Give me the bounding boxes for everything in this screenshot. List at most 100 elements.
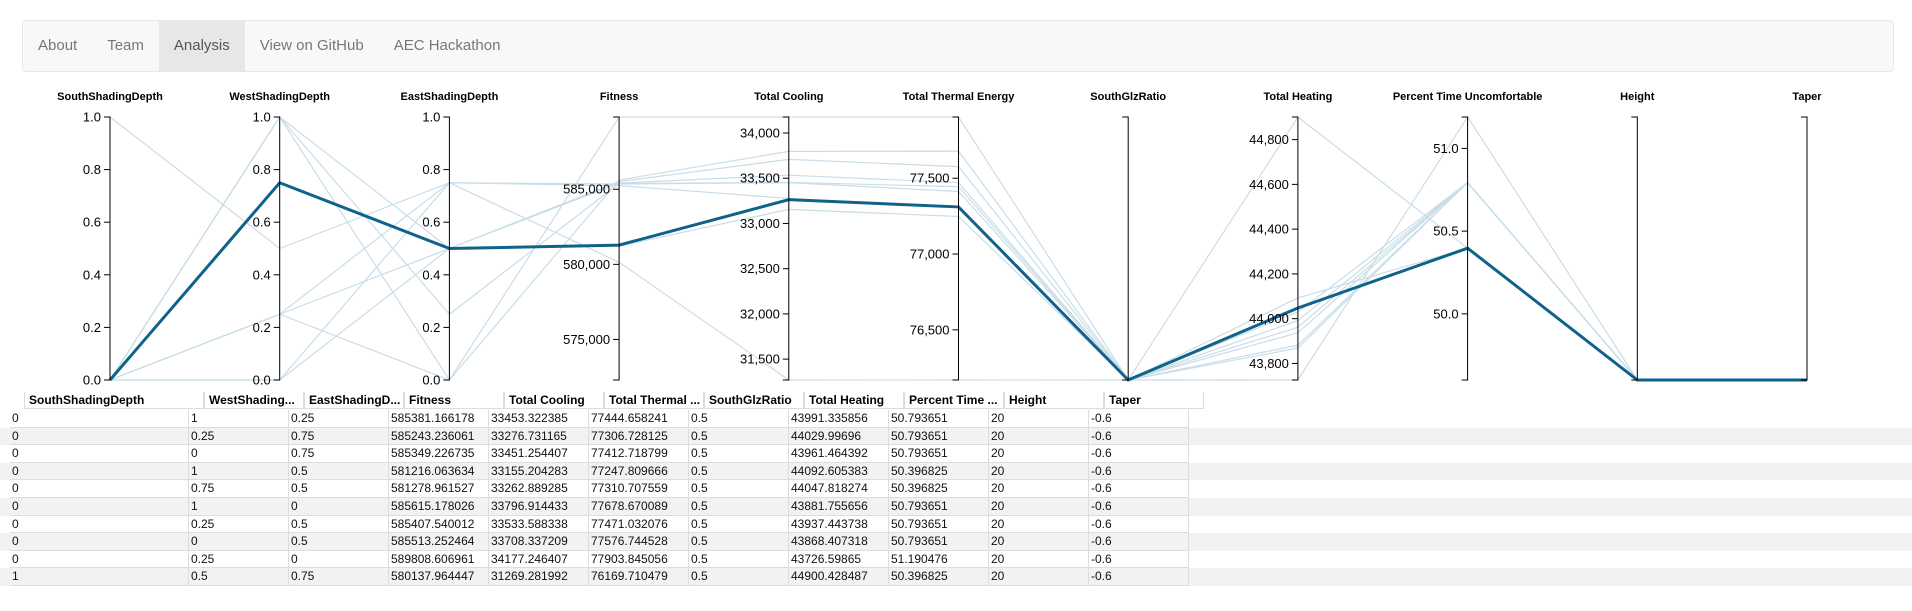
table-cell: 20 (989, 533, 1089, 551)
tick-label: 0.4 (422, 267, 440, 282)
table-cell: 0.5 (289, 480, 389, 498)
tick-label: 50.5 (1433, 224, 1458, 239)
column-header[interactable]: WestShading... (204, 392, 304, 409)
tick-label: 0.2 (422, 320, 440, 335)
tick-label: 44,200 (1249, 266, 1289, 281)
tick-label: 50.0 (1433, 306, 1458, 321)
table-cell: 50.793651 (889, 427, 989, 446)
table-cell: 0 (10, 550, 189, 569)
table-header: SouthShadingDepth WestShading... EastShadi… (0, 392, 1912, 410)
table-cell: 33155.204283 (489, 462, 589, 481)
table-cell: 585513.252464 (389, 533, 489, 551)
table-cell: 77444.658241 (589, 410, 689, 428)
table-cell: -0.6 (1089, 533, 1189, 551)
column-header[interactable]: Total Cooling (504, 392, 604, 409)
table-cell: 44047.818274 (789, 480, 889, 498)
table-cell: 0 (10, 497, 189, 516)
table-cell: -0.6 (1089, 445, 1189, 463)
nav-item[interactable]: Analysis (158, 21, 245, 71)
tick-label: 44,600 (1249, 177, 1289, 192)
column-header[interactable]: Total Heating (804, 392, 904, 409)
table-cell: 33276.731165 (489, 427, 589, 446)
tick-label: 1.0 (253, 110, 271, 125)
axis: Total Thermal Energy 76,500 77,000 77,500 (903, 91, 1015, 381)
column-header[interactable]: SouthShadingDepth (24, 392, 204, 409)
table-cell: 50.793651 (889, 410, 989, 428)
axis-domain (1291, 116, 1299, 381)
table-cell: 0.5 (189, 568, 289, 586)
table-cell: 44092.605383 (789, 462, 889, 481)
tick-label: 1.0 (83, 110, 101, 125)
table-row[interactable]: 0 0.25 0.5 585407.540012 33533.588338 77471.0… (0, 515, 1912, 534)
table-cell: 33262.889285 (489, 480, 589, 498)
table-cell: -0.6 (1089, 462, 1189, 481)
table-cell: 20 (989, 480, 1089, 498)
tick-label: 0.2 (83, 320, 101, 335)
table-cell: 20 (989, 497, 1089, 516)
table-row[interactable]: 0 1 0.25 585381.166178 33453.322385 77444.658… (0, 410, 1912, 428)
table-cell: 585407.540012 (389, 515, 489, 534)
axis: Taper (1792, 91, 1822, 381)
table-cell: 77471.032076 (589, 515, 689, 534)
tick-label: 0.4 (253, 267, 271, 282)
table-cell: 1 (189, 410, 289, 428)
table-cell: 44900.428487 (789, 568, 889, 586)
table-cell: 33451.254407 (489, 445, 589, 463)
table-cell: 20 (989, 427, 1089, 446)
axis-domain (952, 116, 959, 381)
column-header[interactable]: SouthGlzRatio (704, 392, 804, 409)
axis-title: Taper (1792, 91, 1822, 103)
column-header[interactable]: Percent Time ... (904, 392, 1004, 409)
table-cell: 0.25 (189, 427, 289, 446)
table-cell: 50.396825 (889, 462, 989, 481)
table-cell: 33533.588338 (489, 515, 589, 534)
axis-title: Fitness (600, 91, 639, 103)
table-row[interactable]: 1 0.5 0.75 580137.964447 31269.281992 76169.7… (0, 568, 1912, 586)
table-cell: 0.75 (289, 445, 389, 463)
table-row[interactable]: 0 0.75 0.5 581278.961527 33262.889285 77310.7… (0, 480, 1912, 498)
column-header[interactable]: Total Thermal ... (604, 392, 704, 409)
axis-domain (1461, 116, 1469, 381)
table-cell: 77678.670089 (589, 497, 689, 516)
table-cell: 43881.755656 (789, 497, 889, 516)
table-cell: 34177.246407 (489, 550, 589, 569)
table-row[interactable]: 0 0 0.5 585513.252464 33708.337209 77576.7445… (0, 533, 1912, 551)
axis: Total Heating 43,800 44,000 44,200 44,400 44,… (1249, 91, 1332, 381)
table-cell: 1 (189, 462, 289, 481)
column-header[interactable]: EastShadingD... (304, 392, 404, 409)
tick-label: 33,000 (740, 216, 780, 231)
table-cell: 50.396825 (889, 480, 989, 498)
axis: EastShadingDepth 0.0 0.2 0.4 0.6 0.8 1.0 (401, 91, 499, 388)
table-row[interactable]: 0 1 0 585615.178026 33796.914433 77678.670089… (0, 497, 1912, 516)
nav-item[interactable]: View on GitHub (259, 37, 364, 54)
table-row[interactable]: 0 1 0.5 581216.063634 33155.204283 77247.8096… (0, 462, 1912, 481)
table-cell: 0.5 (689, 445, 789, 463)
table-cell: 77247.809666 (589, 462, 689, 481)
nav-item[interactable]: About (38, 37, 78, 54)
table-cell: 77903.845056 (589, 550, 689, 569)
table-row[interactable]: 0 0 0.75 585349.226735 33451.254407 77412.718… (0, 445, 1912, 463)
table-cell: 580137.964447 (389, 568, 489, 586)
table-cell: 50.793651 (889, 445, 989, 463)
nav-item[interactable]: Team (107, 37, 144, 54)
parallel-chart: SouthShadingDepth0.00.20.40.60.81.0WestS… (57, 91, 1822, 388)
table-cell: 0.5 (689, 550, 789, 569)
table-cell: 0.5 (689, 462, 789, 481)
axis-title: Total Heating (1263, 91, 1332, 103)
table-cell: 20 (989, 445, 1089, 463)
table-cell: 0 (289, 550, 389, 569)
column-header[interactable]: Height (1004, 392, 1104, 409)
table-cell: -0.6 (1089, 568, 1189, 586)
column-header[interactable]: Fitness (404, 392, 504, 409)
tick-label: 43,800 (1249, 356, 1289, 371)
column-header[interactable]: Taper (1104, 392, 1204, 409)
axis-title: EastShadingDepth (401, 91, 499, 103)
table-row[interactable]: 0 0.25 0.75 585243.236061 33276.731165 77306.… (0, 427, 1912, 446)
tick-label: 51.0 (1433, 141, 1458, 156)
tick-label: 44,400 (1249, 222, 1289, 237)
nav-item[interactable]: AEC Hackathon (393, 37, 501, 54)
table-cell: 0 (189, 533, 289, 551)
tick-label: 0.6 (422, 215, 440, 230)
table-row[interactable]: 0 0.25 0 589808.606961 34177.246407 77903.845… (0, 550, 1912, 569)
table-cell: 43991.335856 (789, 410, 889, 428)
